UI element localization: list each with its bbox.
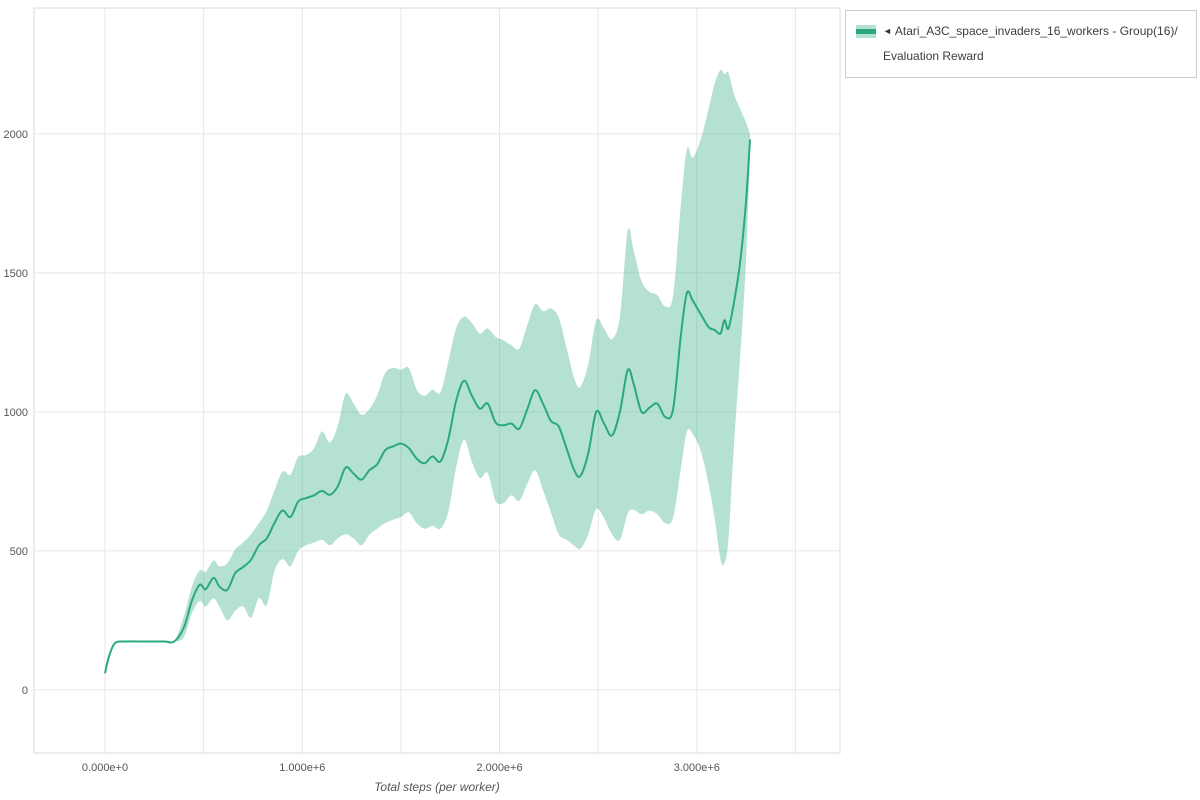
mean-line — [104, 139, 751, 674]
x-tick-label: 0.000e+0 — [82, 762, 128, 774]
legend-text: ◄ Atari_A3C_space_invaders_16_workers - G… — [883, 19, 1178, 69]
y-tick-label: 2000 — [4, 129, 28, 141]
y-tick-label: 500 — [10, 546, 28, 558]
confidence-band — [105, 69, 750, 674]
y-tick-label: 1500 — [4, 268, 28, 280]
x-tick-label: 3.000e+6 — [674, 762, 720, 774]
y-tick-label: 1000 — [4, 407, 28, 419]
x-tick-label: 2.000e+6 — [476, 762, 522, 774]
collapse-icon[interactable]: ◄ — [883, 26, 892, 36]
legend: ◄ Atari_A3C_space_invaders_16_workers - G… — [845, 10, 1197, 78]
series-label-line1: ◄ Atari_A3C_space_invaders_16_workers - G… — [883, 24, 1178, 38]
plot-frame — [33, 7, 841, 754]
legend-entry[interactable]: ◄ Atari_A3C_space_invaders_16_workers - G… — [856, 19, 1186, 69]
x-tick-label: 1.000e+6 — [279, 762, 325, 774]
series-label-line2: Evaluation Reward — [883, 49, 984, 63]
y-tick-label: 0 — [22, 685, 28, 697]
series-label: Atari_A3C_space_invaders_16_workers - Gr… — [894, 24, 1178, 38]
x-axis-label: Total steps (per worker) — [374, 780, 500, 794]
series-swatch-icon — [856, 25, 876, 38]
